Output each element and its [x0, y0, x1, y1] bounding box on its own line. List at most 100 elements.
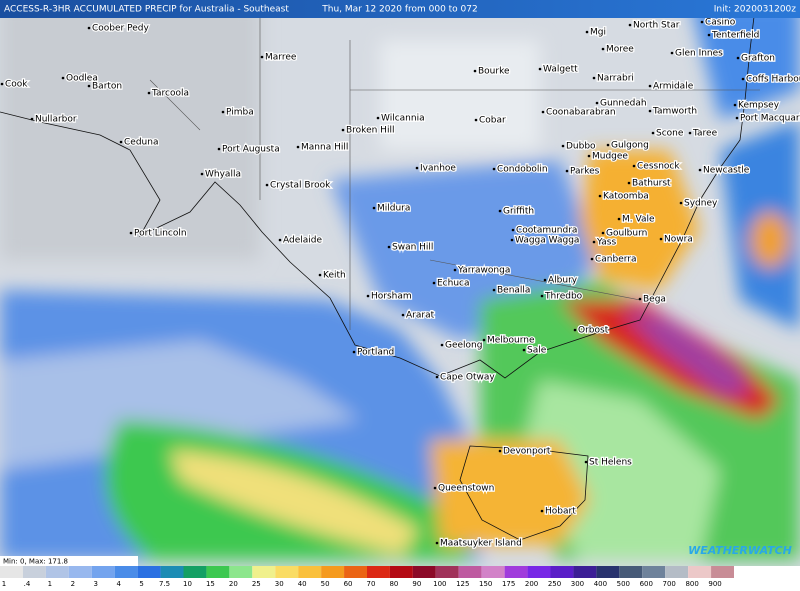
legend-label: 3: [94, 580, 98, 588]
place-label: Echuca: [437, 279, 470, 289]
place-dot: [733, 103, 737, 107]
legend-swatch: [527, 566, 551, 578]
legend-swatch: [22, 566, 46, 578]
place-dot: [341, 128, 345, 132]
place-dot: [440, 343, 444, 347]
place-dot: [278, 238, 282, 242]
place-label: M. Vale: [622, 215, 655, 225]
place-dot: [587, 154, 591, 158]
place-label: Yass: [596, 238, 616, 248]
legend-swatch: [160, 566, 184, 578]
place-label: Nullarbor: [35, 115, 77, 125]
place-dot: [707, 33, 711, 37]
place-label: Sale: [527, 346, 547, 356]
place-label: North Star: [633, 21, 680, 31]
legend-swatch: [665, 566, 689, 578]
place-label: Gunnedah: [600, 99, 647, 109]
legend-swatch: [642, 566, 666, 578]
legend-swatch: [367, 566, 390, 578]
place-label: Geelong: [445, 341, 482, 351]
legend-swatch: [435, 566, 459, 578]
legend-label: 900: [708, 580, 721, 588]
place-label: Broken Hill: [346, 126, 394, 136]
place-dot: [541, 110, 545, 114]
legend-label: 1: [48, 580, 52, 588]
place-dot: [698, 168, 702, 172]
legend-swatch: [298, 566, 322, 578]
place-label: Walgett: [543, 65, 578, 75]
place-dot: [601, 47, 605, 51]
place-dot: [648, 109, 652, 113]
place-label: Newcastle: [703, 166, 750, 176]
legend-label: 70: [367, 580, 376, 588]
place-label: Cape Otway: [440, 373, 495, 383]
place-dot: [638, 297, 642, 301]
place-label: Barton: [92, 82, 122, 92]
place-dot: [573, 328, 577, 332]
place-dot: [61, 76, 65, 80]
legend-label: 100: [433, 580, 446, 588]
place-dot: [590, 257, 594, 261]
place-label: Griffith: [503, 207, 534, 217]
legend-label: 60: [344, 580, 353, 588]
stats-box: [0, 556, 138, 566]
legend-swatch: [596, 566, 620, 578]
place-dot: [511, 228, 515, 232]
legend-swatch: [344, 566, 367, 578]
place-label: Nowra: [664, 235, 693, 245]
place-label: Swan Hill: [392, 243, 433, 253]
legend-swatch: [91, 566, 115, 578]
place-dot: [498, 449, 502, 453]
place-dot: [585, 30, 589, 34]
place-dot: [735, 116, 739, 120]
place-dot: [688, 131, 692, 135]
place-dot: [627, 181, 631, 185]
place-label: Tarcoola: [151, 89, 189, 99]
legend-label: 15: [206, 580, 215, 588]
place-label: Benalla: [497, 286, 530, 296]
place-label: Port Macquarie: [740, 114, 800, 124]
legend-swatch: [206, 566, 230, 578]
place-dot: [659, 237, 663, 241]
place-label: Crystal Brook: [270, 181, 331, 191]
place-label: Armidale: [653, 82, 694, 92]
legend-label: 5: [139, 580, 143, 588]
place-label: Grafton: [741, 54, 775, 64]
place-label: Port Lincoln: [134, 229, 187, 239]
place-dot: [147, 91, 151, 95]
coastline: [0, 0, 760, 541]
place-label: Dubbo: [566, 142, 596, 152]
place-label: Tamworth: [652, 107, 697, 117]
legend-swatch: [0, 566, 23, 578]
legend-swatch: [389, 566, 413, 578]
place-label: Port Augusta: [222, 145, 280, 155]
place-label: Condobolin: [497, 165, 548, 175]
place-label: Queenstown: [438, 484, 494, 494]
legend-swatch: [252, 566, 276, 578]
place-dot: [401, 313, 405, 317]
place-dot: [601, 231, 605, 235]
place-dot: [415, 166, 419, 170]
legend-swatch: [688, 566, 712, 578]
legend-swatch: [45, 566, 69, 578]
place-dot: [561, 144, 565, 148]
init-time: Init: 2020031200z: [714, 5, 797, 15]
place-dot: [473, 69, 477, 73]
legend-label: 50: [321, 580, 330, 588]
place-dot: [352, 350, 356, 354]
place-dot: [260, 55, 264, 59]
place-label: Bathurst: [632, 179, 671, 189]
legend-swatch: [573, 566, 597, 578]
place-label: Coober Pedy: [92, 24, 149, 34]
place-dot: [540, 294, 544, 298]
place-label: Pimba: [226, 108, 254, 118]
place-dot: [318, 273, 322, 277]
place-dot: [0, 82, 4, 86]
place-label: Wagga Wagga: [515, 236, 579, 246]
legend-swatch: [711, 566, 734, 578]
place-dot: [435, 375, 439, 379]
place-label: Devonport: [503, 447, 551, 457]
place-dot: [432, 281, 436, 285]
place-dot: [565, 169, 569, 173]
